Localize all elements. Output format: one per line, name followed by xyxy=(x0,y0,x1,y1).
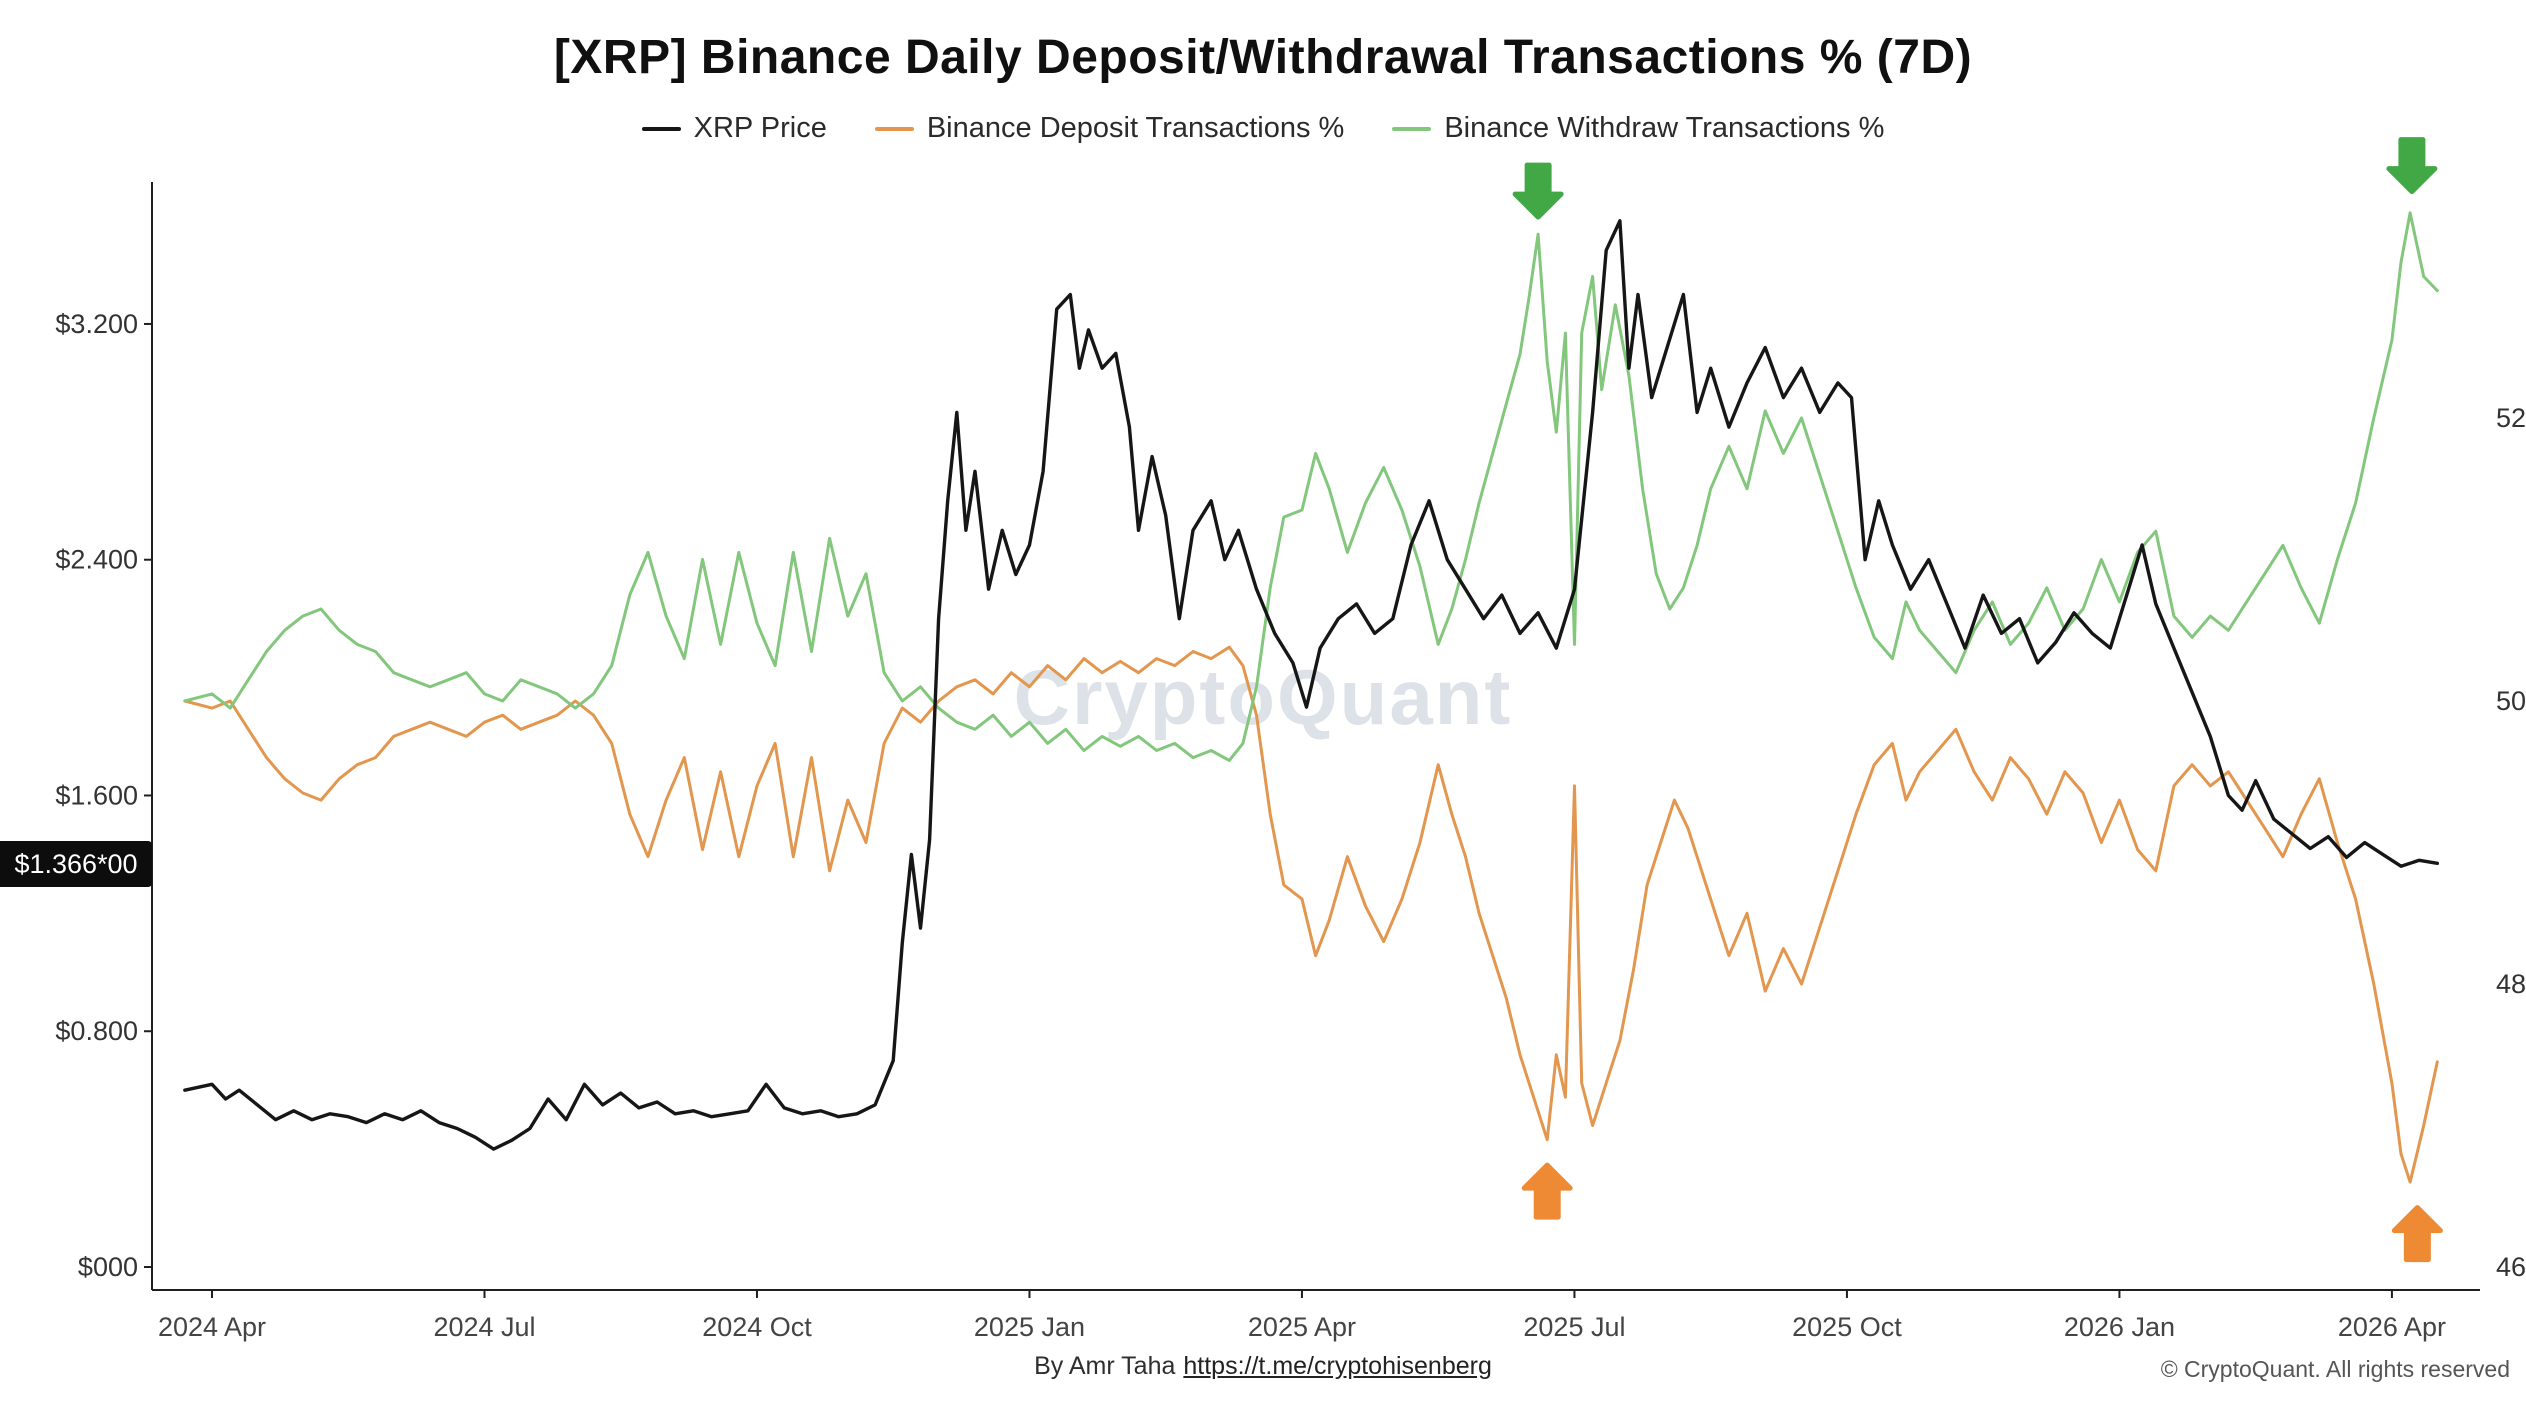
left-axis-label: $000 xyxy=(78,1252,138,1282)
x-axis-label: 2026 Jan xyxy=(2064,1312,2175,1342)
footer-byline: By Amr Taha https://t.me/cryptohisenberg xyxy=(0,1352,2526,1381)
x-axis-label: 2024 Jul xyxy=(433,1312,535,1342)
x-axis-label: 2025 Apr xyxy=(1248,1312,1356,1342)
right-axis-label: 50 xyxy=(2496,686,2526,716)
binance-deposit-transactions-line xyxy=(183,645,2439,1184)
arrow-up-annotation xyxy=(1521,1162,1573,1220)
arrow-up-annotation xyxy=(2391,1205,2443,1263)
legend-label: XRP Price xyxy=(693,112,827,144)
legend-swatch xyxy=(641,126,681,131)
arrow-down-annotation xyxy=(1512,162,1564,220)
left-axis-label: $2.400 xyxy=(55,545,138,575)
x-axis-label: 2026 Apr xyxy=(2338,1312,2446,1342)
right-axis-label: 46 xyxy=(2496,1252,2526,1282)
xrp-price-line xyxy=(183,219,2440,1151)
legend-item: Binance Deposit Transactions % xyxy=(874,112,1345,145)
telegram-link[interactable]: https://t.me/cryptohisenberg xyxy=(1183,1352,1492,1380)
x-axis-label: 2024 Apr xyxy=(158,1312,266,1342)
byline-text: By Amr Taha xyxy=(1034,1352,1176,1380)
legend-item: Binance Withdraw Transactions % xyxy=(1392,112,1884,145)
legend-label: Binance Deposit Transactions % xyxy=(926,112,1345,144)
legend-swatch xyxy=(1392,126,1432,131)
binance-withdraw-transactions-line xyxy=(183,211,2439,762)
chart-title: [XRP] Binance Daily Deposit/Withdrawal T… xyxy=(553,31,1973,84)
legend-item: XRP Price xyxy=(641,112,827,145)
left-axis-label: $3.200 xyxy=(55,309,138,339)
legend-label: Binance Withdraw Transactions % xyxy=(1444,112,1885,144)
right-axis-label: 48 xyxy=(2496,969,2526,999)
current-price-badge: $1.366*00 xyxy=(0,841,152,888)
x-axis-label: 2025 Jul xyxy=(1523,1312,1625,1342)
legend: XRP Price Binance Deposit Transactions % B… xyxy=(0,112,2526,145)
x-axis-label: 2025 Jan xyxy=(974,1312,1085,1342)
x-axis-label: 2025 Oct xyxy=(1792,1312,1902,1342)
right-axis-label: 52 xyxy=(2496,403,2526,433)
footer-copyright: © CryptoQuant. All rights reserved xyxy=(2160,1356,2510,1382)
x-axis-label: 2024 Oct xyxy=(702,1312,812,1342)
legend-swatch xyxy=(874,126,914,131)
left-axis-label: $0.800 xyxy=(55,1016,138,1046)
arrow-down-annotation xyxy=(2386,137,2438,195)
left-axis-label: $1.600 xyxy=(55,780,138,810)
